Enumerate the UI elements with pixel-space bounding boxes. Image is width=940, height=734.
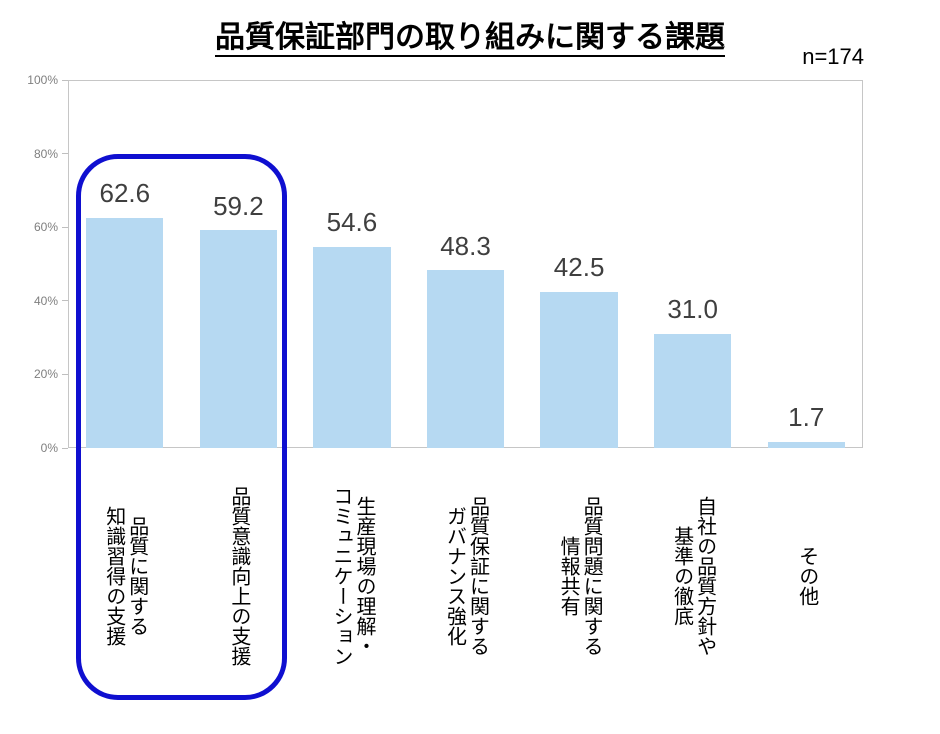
- y-tick-mark: [62, 79, 68, 81]
- bar-slot: 62.6: [68, 80, 182, 448]
- y-tick-label: 40%: [33, 293, 58, 308]
- x-category-label: 品質問題に関する 情報共有: [557, 496, 603, 656]
- x-label-slot: 生産現場の理解・ コミュニケーション: [295, 456, 409, 706]
- bar-value-label: 48.3: [440, 230, 491, 261]
- bar: [199, 230, 277, 448]
- x-category-label: 自社の品質方針や 基準の徹底: [670, 496, 716, 656]
- y-tick-mark: [62, 373, 68, 375]
- chart-title-text: 品質保証部門の取り組みに関する課題: [215, 21, 725, 57]
- bar-value-label: 42.5: [553, 252, 605, 283]
- bar: [654, 333, 732, 448]
- bar-value-label: 54.6: [326, 207, 378, 238]
- bar-slot: 48.3: [409, 80, 523, 448]
- y-tick-mark: [62, 153, 68, 155]
- x-category-label: その他: [795, 546, 818, 606]
- x-label-slot: その他: [749, 456, 863, 706]
- bar: [767, 441, 845, 448]
- y-tick-label: 20%: [33, 367, 58, 382]
- x-category-label: 品質に関する 知識習得の支援: [102, 506, 148, 646]
- x-label-slot: 品質に関する 知識習得の支援: [68, 456, 182, 706]
- bar-value-label: 1.7: [788, 402, 825, 433]
- y-tick-label: 80%: [33, 146, 58, 161]
- y-tick-label: 60%: [33, 220, 58, 235]
- x-category-label: 品質保証に関する ガバナンス強化: [443, 496, 489, 656]
- bar-value-label: 62.6: [99, 178, 151, 209]
- bar: [426, 270, 505, 448]
- bar: [313, 247, 391, 448]
- y-tick-mark: [62, 300, 68, 302]
- y-tick-label: 0%: [40, 441, 58, 455]
- x-axis-labels: 品質に関する 知識習得の支援 品質意識向上の支援 生産現場の理解・ コミュニケーショ…: [68, 456, 863, 706]
- y-tick-mark: [62, 226, 68, 228]
- x-label-slot: 自社の品質方針や 基準の徹底: [636, 456, 750, 706]
- y-tick-label: 100%: [27, 73, 58, 87]
- bar-slot: 31.0: [636, 80, 750, 448]
- x-category-label: 品質意識向上の支援: [227, 486, 250, 666]
- x-category-label: 生産現場の理解・ コミュニケーション: [329, 486, 375, 666]
- bar-value-label: 31.0: [667, 294, 718, 325]
- bars-container: 62.6 59.2 54.6 48.3 42.5 31.0 1.7: [68, 80, 863, 448]
- chart-title: 品質保証部門の取り組みに関する課題: [0, 12, 940, 57]
- sample-size-label: n=174: [802, 44, 864, 69]
- x-label-slot: 品質問題に関する 情報共有: [522, 456, 636, 706]
- x-label-slot: 品質意識向上の支援: [182, 456, 296, 706]
- bar-slot: 59.2: [182, 80, 296, 448]
- bar: [540, 291, 618, 448]
- bar-slot: 54.6: [295, 80, 409, 448]
- bar-slot: 42.5: [522, 80, 636, 448]
- bar-value-label: 59.2: [213, 190, 264, 221]
- bar: [86, 217, 164, 448]
- bar-slot: 1.7: [749, 80, 863, 448]
- y-tick-mark: [62, 447, 68, 449]
- x-label-slot: 品質保証に関する ガバナンス強化: [409, 456, 523, 706]
